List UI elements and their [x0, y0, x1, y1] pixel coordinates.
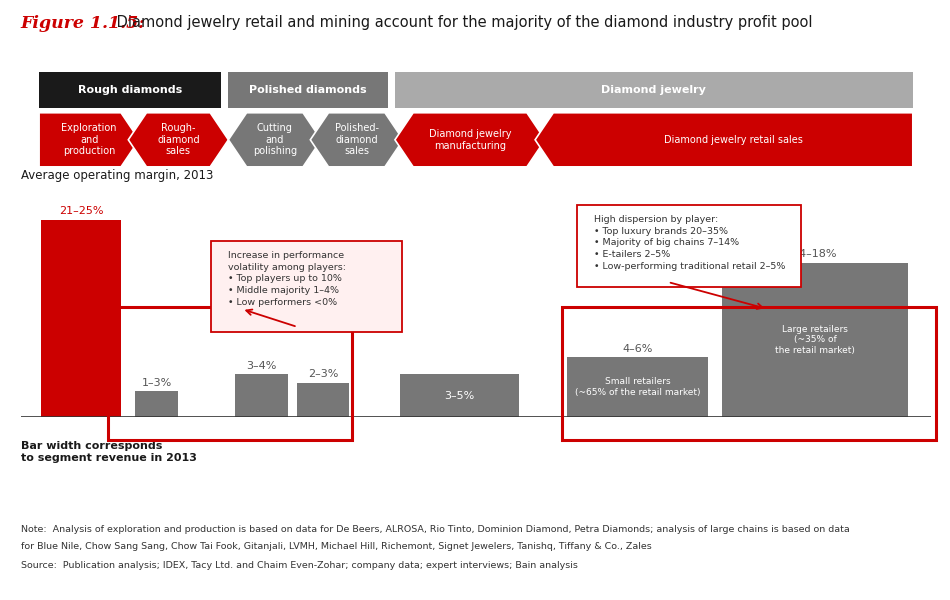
Text: High dispersion by player:
• Top luxury brands 20–35%
• Majority of big chains 7: High dispersion by player: • Top luxury … — [594, 215, 785, 271]
Text: Rough diamonds: Rough diamonds — [78, 85, 182, 95]
Text: 14–18%: 14–18% — [792, 249, 837, 259]
Text: 1–3%: 1–3% — [142, 378, 172, 388]
Text: Figure 1.1.5:: Figure 1.1.5: — [21, 15, 145, 32]
Text: Small retailers
(~65% of the retail market): Small retailers (~65% of the retail mark… — [575, 377, 700, 397]
FancyBboxPatch shape — [577, 205, 801, 287]
Text: Average operating margin, 2013: Average operating margin, 2013 — [21, 169, 213, 182]
Bar — [296, 383, 350, 417]
Text: Large retailers
(~35% of
the retail market): Large retailers (~35% of the retail mark… — [775, 325, 855, 355]
Text: Cutting
and
polishing: Cutting and polishing — [253, 123, 297, 157]
Bar — [235, 374, 288, 417]
Text: Diamond jewelry retail sales: Diamond jewelry retail sales — [664, 135, 803, 145]
Text: Rough-
diamond
sales: Rough- diamond sales — [157, 123, 200, 157]
Bar — [722, 263, 908, 417]
Polygon shape — [128, 113, 228, 167]
Bar — [41, 220, 121, 417]
Text: Bar width corresponds
to segment revenue in 2013: Bar width corresponds to segment revenue… — [21, 441, 197, 463]
Text: for Blue Nile, Chow Sang Sang, Chow Tai Fook, Gitanjali, LVMH, Michael Hill, Ric: for Blue Nile, Chow Sang Sang, Chow Tai … — [21, 542, 652, 551]
Polygon shape — [395, 113, 545, 167]
Text: 4–6%: 4–6% — [622, 344, 653, 353]
Bar — [228, 72, 388, 108]
Polygon shape — [39, 113, 140, 167]
Bar — [400, 374, 519, 417]
Text: Diamond jewelry
manufacturing: Diamond jewelry manufacturing — [428, 129, 511, 151]
Bar — [135, 391, 179, 417]
Text: Increase in performance
volatility among players:
• Top players up to 10%
• Midd: Increase in performance volatility among… — [228, 251, 346, 307]
Text: 21–25%: 21–25% — [59, 206, 104, 217]
Text: Diamond jewelry retail and mining account for the majority of the diamond indust: Diamond jewelry retail and mining accoun… — [112, 15, 812, 30]
Text: Polished-
diamond
sales: Polished- diamond sales — [334, 123, 379, 157]
Text: Exploration
and
production: Exploration and production — [62, 123, 117, 157]
Polygon shape — [535, 113, 913, 167]
Text: Diamond jewelry: Diamond jewelry — [601, 85, 706, 95]
Bar — [39, 72, 221, 108]
Text: Source:  Publication analysis; IDEX, Tacy Ltd. and Chaim Even-Zohar; company dat: Source: Publication analysis; IDEX, Tacy… — [21, 561, 578, 570]
Text: Polished diamonds: Polished diamonds — [249, 85, 367, 95]
Text: Note:  Analysis of exploration and production is based on data for De Beers, ALR: Note: Analysis of exploration and produc… — [21, 525, 849, 534]
FancyBboxPatch shape — [211, 241, 402, 332]
Text: 3–5%: 3–5% — [445, 391, 475, 401]
Text: 3–4%: 3–4% — [246, 361, 276, 371]
Bar — [567, 357, 708, 417]
Text: 2–3%: 2–3% — [308, 369, 338, 379]
Polygon shape — [311, 113, 403, 167]
Bar — [395, 72, 913, 108]
Polygon shape — [228, 113, 321, 167]
